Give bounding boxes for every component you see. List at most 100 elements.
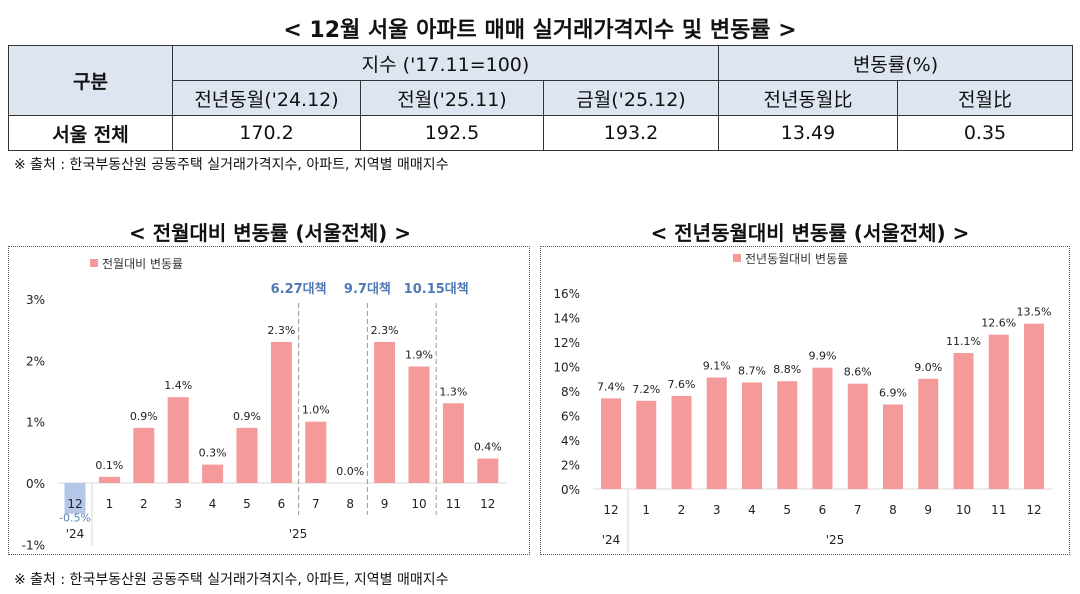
x-tick-label: 6 [819,503,827,517]
bar [98,476,120,483]
bar [601,398,621,489]
x-tick-label: 7 [854,503,862,517]
bar [270,342,292,483]
x-tick-label: 9 [381,497,389,511]
cell-value: 193.2 [543,115,719,151]
bar [953,353,974,489]
y-tick-label: 8% [561,385,580,399]
header-index-group: 지수 ('17.11=100) [172,45,719,81]
year-label: '25 [826,533,845,547]
chart-title-yoy: < 전년동월대비 변동률 (서울전체) > [650,221,970,245]
bar [408,366,430,483]
y-tick-label: 16% [553,287,580,301]
bar [812,367,833,489]
bar [988,334,1009,489]
bar [305,421,327,483]
data-label: 0.3% [199,447,227,460]
x-tick-label: 8 [346,497,354,511]
policy-annotation: 10.15대책 [404,282,469,297]
bar [918,378,939,489]
header-prev-month: 전월('25.11) [360,80,544,116]
bar [706,377,727,489]
chart-title-mom: < 전월대비 변동률 (서울전체) > [128,221,412,245]
data-label: 9.0% [914,361,942,374]
data-label: 0.4% [474,440,502,453]
y-tick-label: 2% [26,354,45,368]
bar [671,395,692,489]
y-tick-label: 0% [561,483,580,497]
cell-value: 170.2 [172,115,361,151]
data-label: 0.0% [336,465,364,478]
x-tick-label: 2 [140,497,148,511]
x-tick-label: 6 [278,497,286,511]
data-label: 2.3% [371,324,399,337]
bar [202,464,224,483]
x-tick-label: 12 [603,503,618,517]
chart-box-mom [8,246,530,555]
data-label: 0.1% [95,459,123,472]
year-label: '24 [66,527,85,541]
data-label: 8.6% [844,366,872,379]
data-label: 0.9% [233,410,261,423]
x-tick-label: 3 [713,503,721,517]
y-tick-label: 4% [561,434,580,448]
y-tick-label: 0% [26,477,45,491]
data-label: 13.5% [1017,306,1052,319]
data-label: 7.2% [632,383,660,396]
bar [477,458,499,483]
policy-annotation: 9.7대책 [344,282,391,297]
x-tick-label: 11 [446,497,461,511]
y-tick-label: 2% [561,459,580,473]
y-tick-label: 12% [553,336,580,350]
header-prev-year: 전년동월('24.12) [172,80,361,116]
x-tick-label: 7 [312,497,320,511]
y-tick-label: 1% [26,416,45,430]
bar [883,404,903,489]
row-label: 서울 전체 [8,115,173,151]
data-label: 0.9% [130,410,158,423]
y-tick-label: 3% [26,293,45,307]
year-label: '25 [289,527,308,541]
x-tick-label: 4 [209,497,217,511]
y-tick-label: -1% [22,538,45,552]
bar [636,400,657,489]
x-tick-label: 3 [174,497,182,511]
x-tick-label: 12 [1026,503,1041,517]
data-label: 7.4% [597,380,625,393]
cell-value: 192.5 [360,115,544,151]
data-label: 1.4% [164,379,192,392]
y-tick-label: 6% [561,410,580,424]
data-label: 9.9% [809,350,837,363]
data-label: 8.8% [773,363,801,376]
data-label: 8.7% [738,364,766,377]
x-tick-label: 8 [889,503,897,517]
data-label: 1.3% [439,385,467,398]
data-label: 12.6% [981,317,1016,330]
source-note: ※ 출처 : 한국부동산원 공동주택 실거래가격지수, 아파트, 지역별 매매지… [14,157,449,173]
x-tick-label: 12 [67,497,82,511]
bar [64,483,86,514]
data-label: 9.1% [703,360,731,373]
legend-label: 전월대비 변동률 [102,257,183,271]
year-label: '24 [602,533,621,547]
legend-swatch [90,259,98,267]
bar [374,342,396,483]
x-tick-label: 9 [924,503,932,517]
chart-box-yoy [540,246,1070,555]
data-label: -0.5% [59,512,91,525]
x-tick-label: 5 [783,503,791,517]
cell-value: 0.35 [897,115,1073,151]
x-tick-label: 10 [956,503,971,517]
bar [847,383,868,489]
x-tick-label: 2 [678,503,686,517]
header-mom: 전월比 [897,80,1073,116]
x-tick-label: 1 [106,497,114,511]
x-tick-label: 12 [480,497,495,511]
index-table: 구분 지수 ('17.11=100) 변동률(%) 전년동월('24.12) 전… [8,45,1073,151]
header-yoy: 전년동월比 [718,80,898,116]
data-label: 11.1% [946,335,981,348]
table-row: 서울 전체 170.2 192.5 193.2 13.49 0.35 [8,115,1073,151]
bar [133,427,155,483]
header-rate-group: 변동률(%) [718,45,1073,81]
